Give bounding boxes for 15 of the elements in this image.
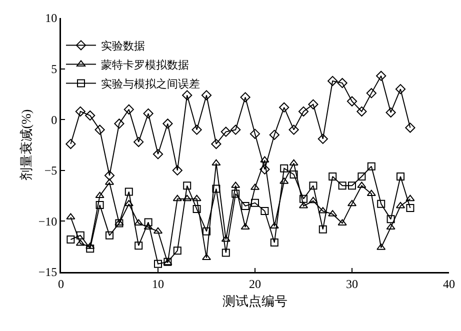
x-tick-label: 10 <box>152 276 164 291</box>
y-tick-label: −15 <box>38 265 58 280</box>
y-tick-label: 10 <box>45 11 58 26</box>
legend-label: 蒙特卡罗模拟数据 <box>101 58 189 72</box>
y-tick-label: 5 <box>51 62 58 76</box>
x-tick-label: 20 <box>249 276 261 291</box>
x-tick-label: 40 <box>443 276 455 291</box>
y-tick-label: −10 <box>38 214 58 228</box>
y-axis-title: 剂量衰减(%) <box>18 109 34 181</box>
y-tick-label: 0 <box>51 112 58 127</box>
x-tick-label: 30 <box>346 276 358 291</box>
legend-label: 实验数据 <box>101 39 145 52</box>
y-tick-label: −5 <box>44 164 58 178</box>
legend-label: 实验与模拟之间误差 <box>101 77 200 90</box>
x-axis-title: 测试点编号 <box>222 293 288 308</box>
